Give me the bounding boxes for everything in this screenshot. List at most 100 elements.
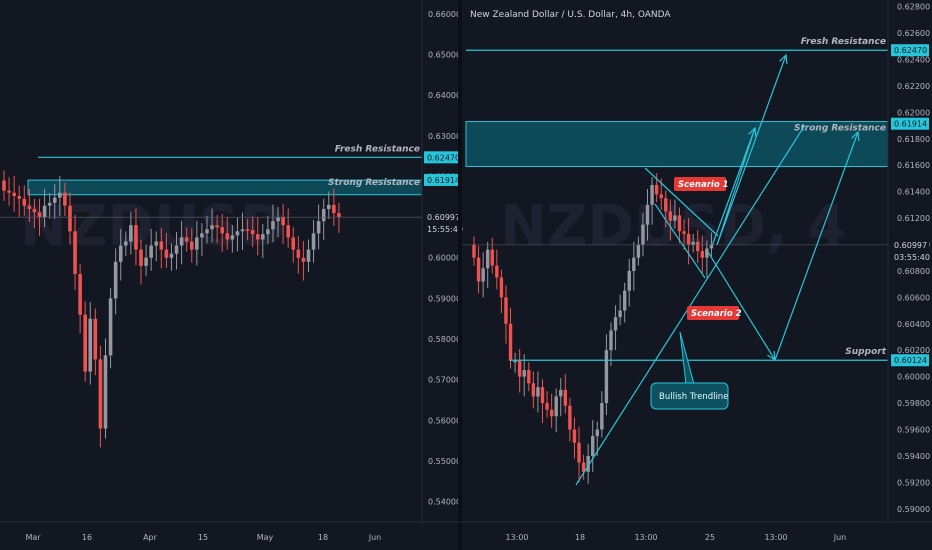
scenario-1-arrow-to-strong-head (748, 126, 757, 138)
right-candle (645, 204, 650, 225)
left-candle (215, 225, 219, 228)
left-candle (200, 233, 204, 238)
left-price-tick: 0.66000 (428, 10, 461, 19)
left-candle (184, 237, 189, 242)
right-candle (527, 370, 531, 384)
right-time-axis[interactable]: 13:00 18 13:00 25 13:00 Jun (505, 533, 846, 542)
left-candles (2, 170, 341, 448)
right-price-tick: 0.61800 (897, 135, 930, 144)
left-candle (47, 202, 52, 206)
left-candle (37, 212, 42, 218)
left-candle (210, 225, 214, 230)
scenario-2-arrow-down (707, 251, 776, 361)
left-candle (73, 231, 77, 275)
left-price-tick: 0.60000 (428, 254, 461, 263)
left-countdown-tag-bg (424, 223, 462, 236)
left-price-tick: 0.59000 (428, 294, 461, 303)
left-candle (32, 208, 37, 213)
right-countdown-tag-bg (891, 250, 929, 263)
right-candle (504, 297, 508, 324)
left-candle (7, 190, 11, 193)
right-chart-panel[interactable]: NZDUSD, 4 Fresh Resistance Strong Resista… (462, 0, 930, 522)
scenario-2-arrow-up-head (851, 130, 860, 142)
right-candle (540, 387, 545, 404)
right-candle (554, 396, 558, 417)
right-candle (581, 462, 586, 472)
bullish-trendline-callout[interactable]: Bullish Trendline (650, 331, 729, 410)
right-price-axis[interactable]: 0.62800 0.62600 0.62400 0.62200 0.62000 0.618… (897, 3, 930, 514)
right-time-tick: 13:00 (634, 533, 657, 542)
right-candle (668, 211, 673, 221)
right-fresh-resistance-price-tag-bg (891, 44, 929, 57)
right-candle (508, 323, 513, 361)
right-candle (691, 241, 695, 245)
left-candle (332, 204, 336, 214)
left-candle (276, 217, 280, 222)
right-candle (696, 241, 700, 252)
left-time-axis[interactable]: Mar 16 Apr 15 May 18 Jun (25, 533, 381, 542)
left-candle (250, 230, 255, 235)
left-candle (159, 241, 164, 250)
right-price-tick: 0.62600 (897, 29, 930, 38)
right-candle (476, 257, 481, 282)
right-candle (563, 389, 568, 406)
right-candle (513, 360, 517, 363)
right-fresh-resistance-label: Fresh Resistance (801, 37, 886, 47)
right-candle (632, 257, 636, 271)
scenario-2-arrow-up (774, 131, 859, 361)
right-price-tick: 0.59200 (897, 478, 930, 487)
scenario-1-label[interactable]: Scenario 1 (674, 177, 729, 191)
right-candle (572, 429, 577, 443)
right-candle (686, 233, 691, 245)
left-candle (118, 245, 123, 262)
left-candle (93, 318, 98, 360)
left-candle (179, 237, 184, 246)
right-price-tick: 0.59400 (897, 452, 930, 461)
left-candle (255, 234, 260, 240)
left-candle (27, 205, 32, 209)
left-candle (88, 318, 93, 372)
scenario-2-label[interactable]: Scenario 2 (687, 306, 742, 320)
left-candle (42, 205, 47, 218)
right-time-tick: 13:00 (505, 533, 528, 542)
left-candle (52, 197, 57, 203)
right-candle (600, 403, 604, 430)
scenario-1-text: Scenario 1 (678, 180, 729, 190)
left-candle (17, 195, 22, 199)
left-candle (235, 231, 240, 236)
right-strong-resistance-price-tag-bg (891, 117, 929, 130)
channel-lower-line (654, 203, 706, 279)
right-candle (700, 251, 705, 258)
support-price-tag-bg (891, 354, 929, 367)
scenario-1-arrow-to-strong (711, 127, 756, 247)
right-candle (705, 248, 709, 258)
left-candle (2, 180, 6, 191)
right-candle (604, 350, 609, 404)
left-price-tick: 0.64000 (428, 91, 461, 100)
left-time-tick: Mar (25, 533, 41, 542)
right-candle (481, 268, 485, 282)
left-strong-resistance-price-tag: 0.61914 (427, 176, 460, 185)
left-fresh-resistance-price-tag: 0.62470 (427, 153, 460, 162)
right-time-tick: 18 (575, 533, 585, 542)
right-candle (517, 360, 522, 377)
right-price-tick: 0.62000 (897, 108, 930, 117)
right-price-tick: 0.60200 (897, 346, 930, 355)
left-candle (291, 237, 296, 250)
right-price-tick: 0.62400 (897, 55, 930, 64)
scenario-2-text: Scenario 2 (691, 309, 742, 319)
left-price-tick: 0.54000 (428, 498, 461, 507)
left-candle (129, 225, 133, 242)
bullish-trendline (575, 124, 806, 486)
left-fresh-resistance-price-tag-bg (424, 151, 462, 164)
right-candle (568, 405, 572, 430)
left-candle (123, 241, 128, 246)
right-candle (499, 277, 504, 298)
right-candle (490, 249, 494, 266)
left-candle (98, 359, 103, 429)
right-candle (636, 244, 641, 258)
panel-divider[interactable] (458, 0, 462, 550)
left-countdown-tag: 15:55:40 (427, 225, 463, 234)
